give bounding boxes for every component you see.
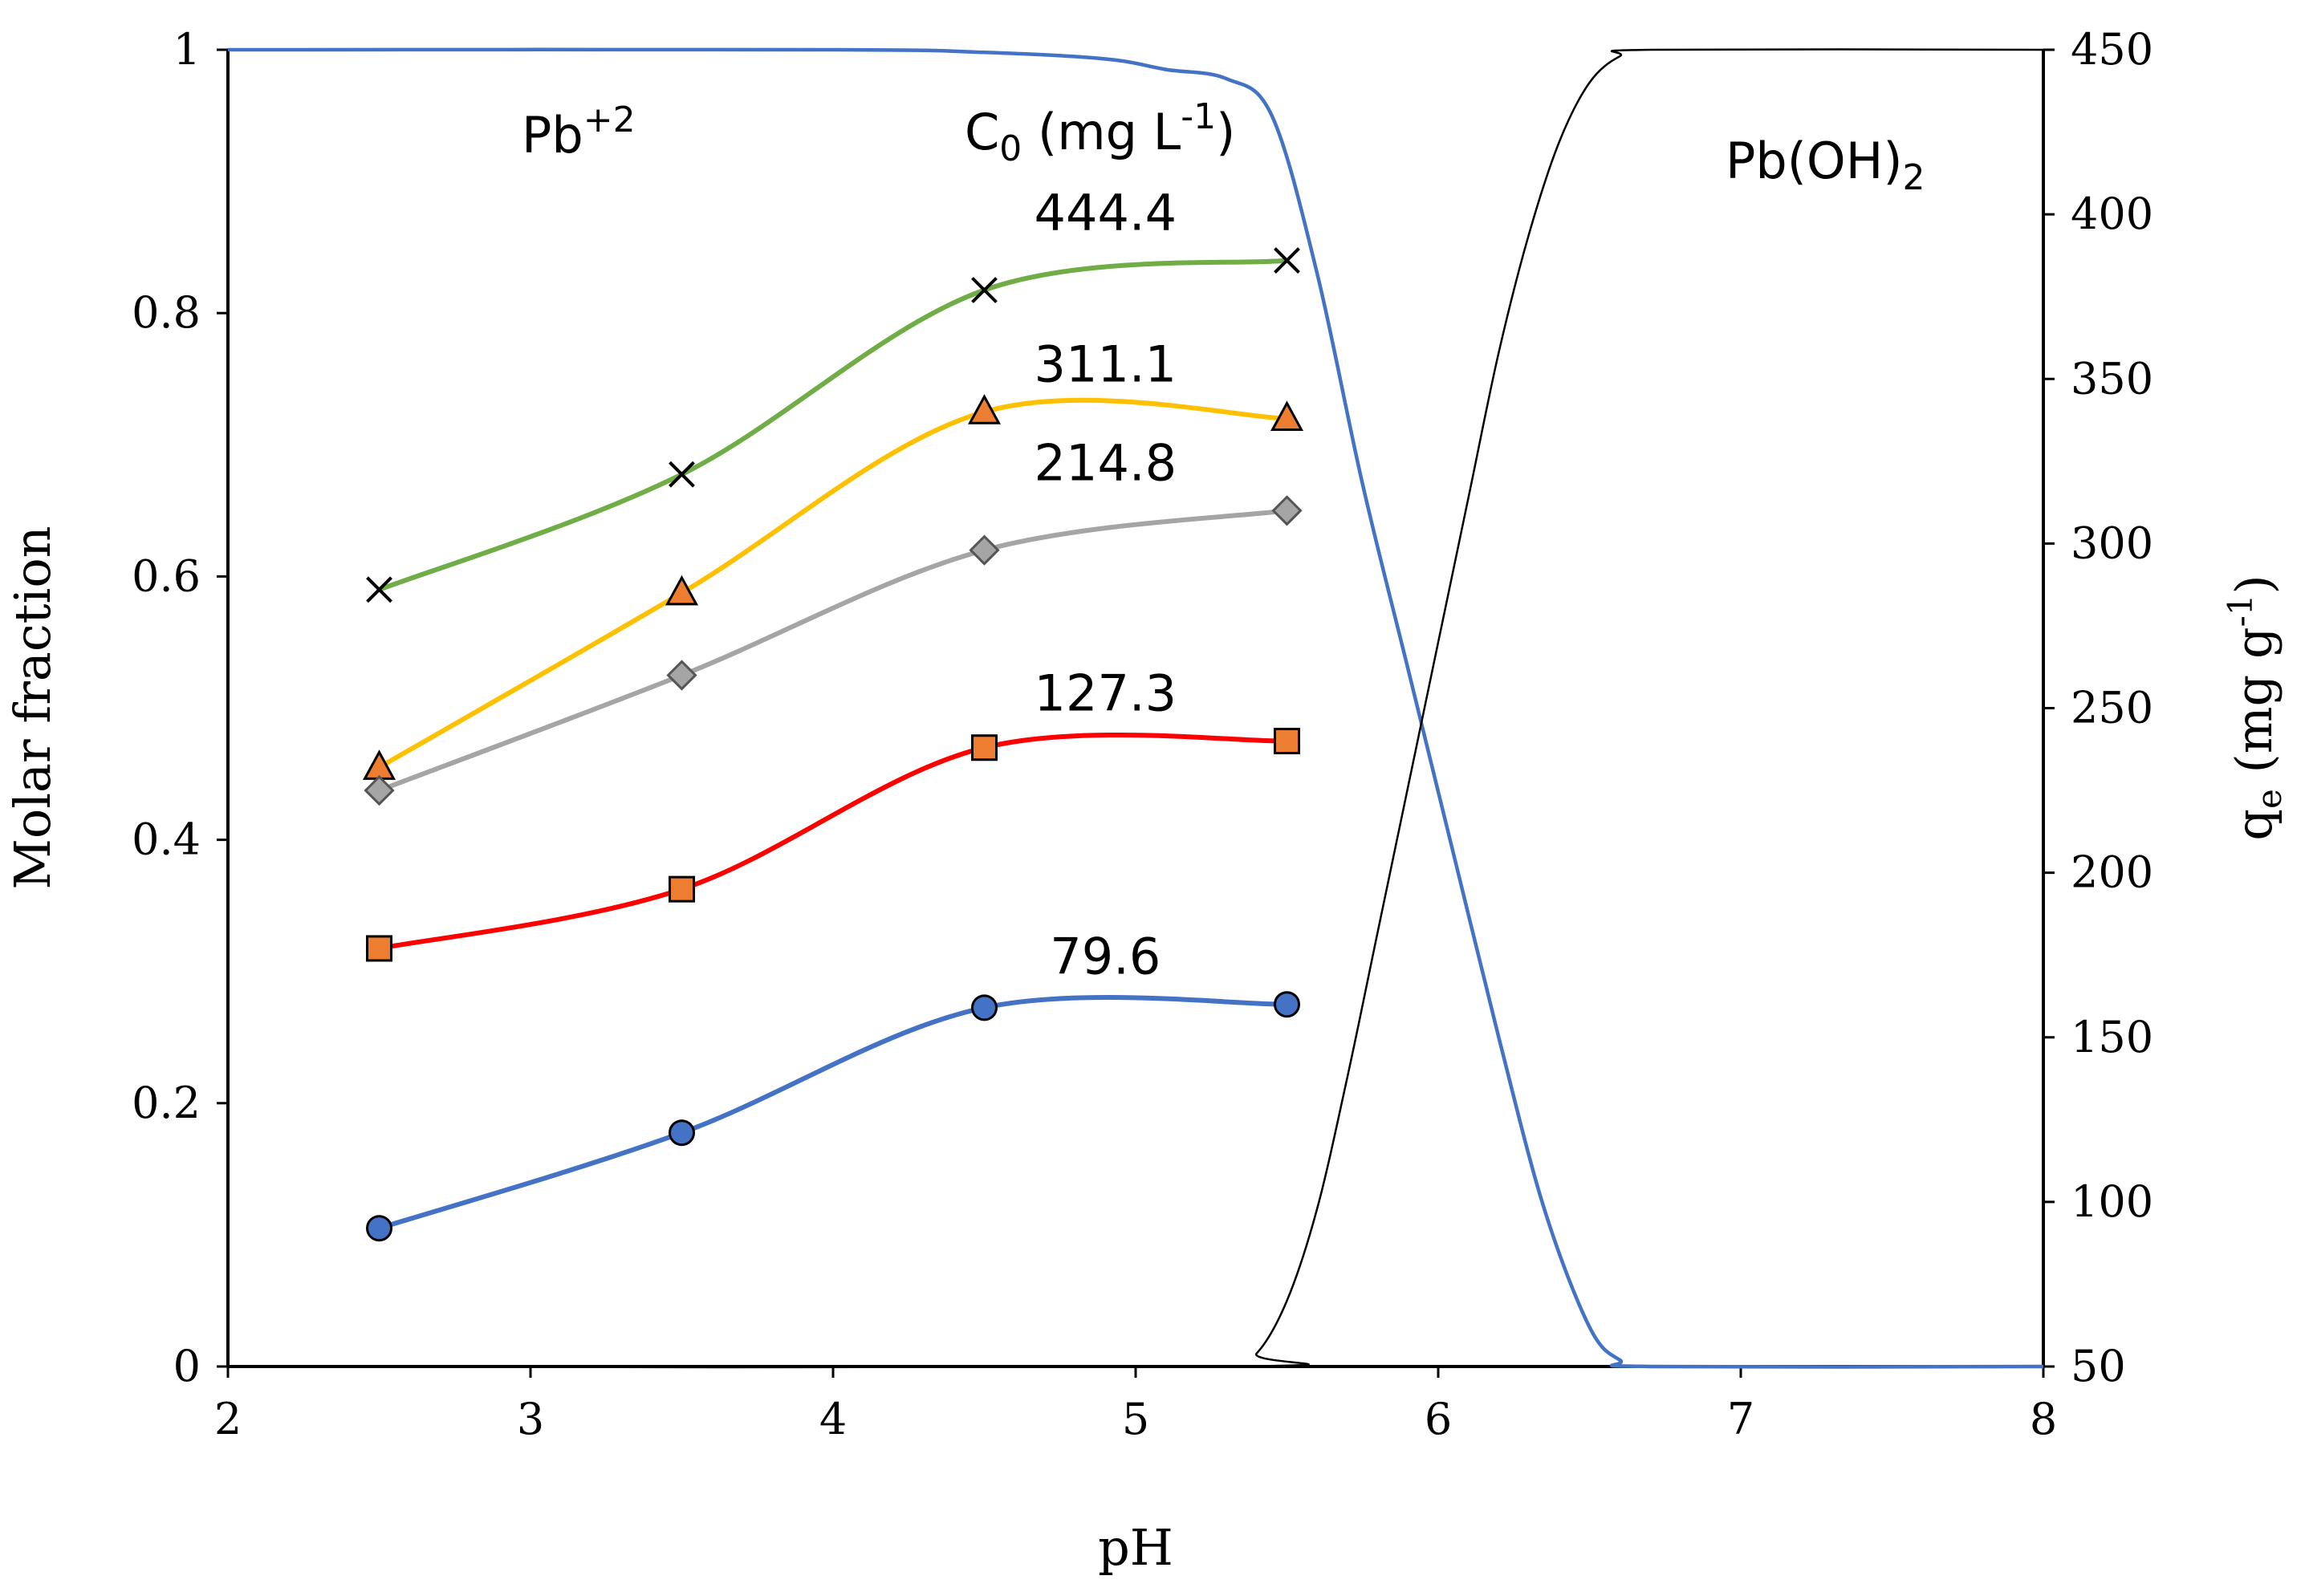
x-axis-title: pH: [1098, 1518, 1173, 1577]
annotation-c0: C0 (mg L-1): [965, 96, 1235, 169]
x-tick-label: 7: [1727, 1394, 1754, 1444]
series-line-311-1: [378, 397, 1287, 770]
x-tick-label: 8: [2030, 1394, 2057, 1444]
axis-ticks: 2 3 4 5 6 7 800.20.40.60.815010015020025030035…: [132, 24, 2153, 1444]
y-right-tick-label: 200: [2071, 847, 2153, 898]
y-right-tick-label: 150: [2071, 1012, 2153, 1062]
speciation-line-pboh2: [227, 48, 2044, 1369]
series-labels: 444.4 311.1 214.8 127.3 79.6: [1035, 184, 1177, 986]
qe-series: [362, 247, 1304, 1242]
x-tick-label: 3: [517, 1394, 544, 1444]
x-tick-label: 6: [1425, 1394, 1452, 1444]
data-point-444-4: [366, 576, 392, 603]
series-line-127-3: [378, 732, 1287, 951]
data-point-214-8: [666, 660, 697, 691]
y-left-tick-label: 0: [173, 1341, 201, 1391]
data-point-79-6: [366, 1215, 392, 1242]
y-left-tick-label: 0.2: [132, 1078, 201, 1128]
y-right-tick-label: 400: [2071, 189, 2153, 239]
y-right-tick-label: 100: [2071, 1176, 2153, 1227]
data-point-127-3: [366, 935, 392, 962]
series-label-444-4: 444.4: [1035, 184, 1177, 242]
x-tick-label: 5: [1122, 1394, 1149, 1444]
speciation-curves: [227, 47, 2044, 1369]
data-point-79-6: [1274, 991, 1300, 1018]
data-point-444-4: [971, 277, 998, 303]
series-label-311-1: 311.1: [1035, 335, 1177, 393]
data-point-311-1: [967, 394, 1002, 424]
y-left-tick-label: 0.6: [132, 550, 201, 601]
data-point-127-3: [1274, 728, 1300, 755]
data-point-311-1: [1270, 400, 1304, 431]
y-right-tick-label: 250: [2071, 683, 2153, 733]
data-point-214-8: [364, 774, 395, 806]
data-point-127-3: [669, 875, 695, 903]
y-left-axis-title: Molar fraction: [3, 526, 62, 889]
series-label-214-8: 214.8: [1035, 433, 1177, 492]
annotation-pb2: Pb+2: [522, 99, 636, 164]
data-point-214-8: [969, 534, 1000, 566]
x-tick-label: 2: [214, 1394, 242, 1444]
speciation-line-pb2: [227, 47, 2044, 1369]
series-line-444-4: [378, 258, 1287, 592]
data-point-79-6: [669, 1119, 695, 1147]
data-point-444-4: [1274, 247, 1300, 274]
y-right-tick-label: 300: [2071, 518, 2153, 568]
y-left-tick-label: 0.8: [132, 287, 201, 338]
annotation-pboh2: Pb(OH)2: [1726, 132, 1925, 198]
data-point-127-3: [971, 734, 998, 761]
y-left-tick-label: 0.4: [132, 814, 201, 865]
x-tick-label: 4: [819, 1394, 847, 1444]
series-line-214-8: [378, 508, 1287, 793]
series-line-79-6: [378, 995, 1287, 1231]
y-right-tick-label: 50: [2071, 1341, 2126, 1391]
data-point-79-6: [971, 994, 998, 1021]
series-label-79-6: 79.6: [1050, 928, 1161, 986]
y-right-tick-label: 450: [2071, 24, 2153, 75]
data-point-444-4: [669, 461, 695, 488]
y-left-tick-label: 1: [173, 24, 201, 75]
data-point-311-1: [362, 749, 396, 780]
data-point-311-1: [665, 575, 699, 606]
series-label-127-3: 127.3: [1035, 664, 1177, 723]
y-right-axis-title: qe (mg g-1): [2221, 575, 2289, 840]
data-point-214-8: [1271, 495, 1303, 526]
y-right-tick-label: 350: [2071, 353, 2153, 404]
